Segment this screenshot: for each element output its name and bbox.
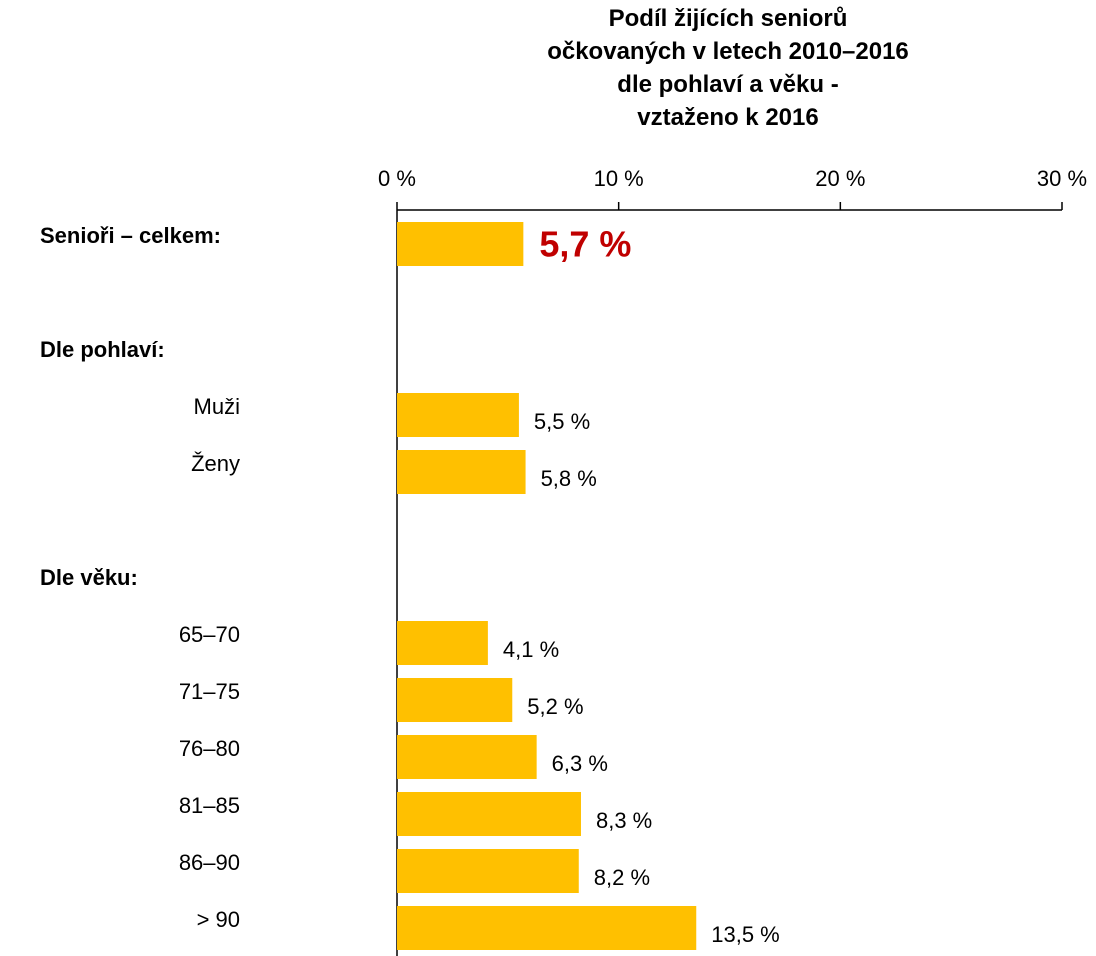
category-label: > 90 — [197, 907, 240, 932]
value-label: 8,3 % — [596, 808, 652, 833]
value-label: 8,2 % — [594, 865, 650, 890]
category-label: 65–70 — [179, 622, 240, 647]
bar — [397, 222, 524, 266]
category-label: Muži — [194, 394, 240, 419]
x-tick-label: 30 % — [1037, 166, 1087, 191]
x-tick-label: 20 % — [815, 166, 865, 191]
x-tick-label: 10 % — [594, 166, 644, 191]
bar — [397, 678, 513, 722]
category-label: 76–80 — [179, 736, 240, 761]
chart-title: Podíl žijících seniorů očkovaných v lete… — [547, 5, 909, 131]
value-label: 4,1 % — [503, 637, 559, 662]
category-label: 81–85 — [179, 793, 240, 818]
value-label: 5,8 % — [541, 466, 597, 491]
bar — [397, 906, 697, 950]
value-label: 5,7 % — [539, 224, 631, 265]
group-label: Senioři – celkem: — [40, 223, 221, 248]
group-label: Dle pohlaví: — [40, 337, 165, 362]
category-label: 71–75 — [179, 679, 240, 704]
value-label: 5,2 % — [527, 694, 583, 719]
group-label: Dle věku: — [40, 565, 138, 590]
value-label: 13,5 % — [711, 922, 780, 947]
category-label: Ženy — [191, 451, 240, 476]
bar — [397, 735, 537, 779]
bar — [397, 450, 526, 494]
category-label: 86–90 — [179, 850, 240, 875]
bar — [397, 621, 488, 665]
value-label: 5,5 % — [534, 409, 590, 434]
bar — [397, 849, 579, 893]
x-tick-label: 0 % — [378, 166, 416, 191]
bar — [397, 792, 581, 836]
bar — [397, 393, 519, 437]
value-label: 6,3 % — [552, 751, 608, 776]
